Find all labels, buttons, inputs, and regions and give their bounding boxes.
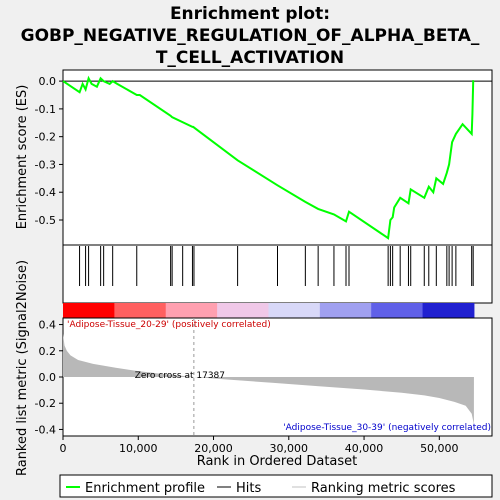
legend-label: Hits — [236, 481, 261, 496]
legend-label: Enrichment profile — [85, 481, 205, 496]
es-y-tick-label: -0.3 — [35, 158, 56, 171]
es-y-label: Enrichment score (ES) — [15, 85, 30, 230]
heatmap-segment — [422, 303, 475, 318]
es-y-tick-label: -0.4 — [35, 186, 56, 199]
es-y-tick-label: -0.1 — [35, 103, 56, 116]
hit-marks — [79, 246, 474, 286]
metric-y-tick-label: 0.2 — [39, 345, 57, 358]
x-tick-label: 30,000 — [270, 442, 309, 455]
metric-y-tick-label: 0.0 — [39, 371, 57, 384]
positive-correlation-label: 'Adipose-Tissue_20-29' (positively corre… — [67, 320, 271, 330]
es-y-axis: 0.0 -0.1 -0.2 -0.3 -0.4 -0.5 — [35, 75, 63, 227]
es-y-tick-label: -0.2 — [35, 131, 56, 144]
metric-y-axis: 0.4 0.2 0.0 -0.2 -0.4 — [35, 319, 63, 436]
legend-box — [59, 474, 493, 498]
heatmap-segment — [114, 303, 167, 318]
metric-y-tick-label: -0.4 — [35, 423, 56, 436]
chart-title-line-1: Enrichment plot: — [170, 4, 330, 24]
heatmap-segment — [165, 303, 218, 318]
heatmap-segment — [268, 303, 321, 318]
es-y-tick-label: -0.5 — [35, 214, 56, 227]
chart-title-line-3: T_CELL_ACTIVATION — [156, 48, 344, 68]
x-axis: 0 10,000 20,000 30,000 40,000 50,000 — [60, 436, 459, 455]
enrichment-profile-line — [62, 75, 475, 240]
metric-y-tick-label: -0.2 — [35, 397, 56, 410]
legend-label: Ranking metric scores — [311, 481, 456, 496]
heatmap-segment — [217, 303, 269, 318]
x-tick-label: 10,000 — [119, 442, 158, 455]
metric-y-label: Ranked list metric (Signal2Noise) — [15, 260, 30, 476]
es-y-tick-label: 0.0 — [39, 75, 57, 88]
x-tick-label: 40,000 — [345, 442, 384, 455]
negative-correlation-label: 'Adipose-Tissue_30-39' (negatively corre… — [283, 423, 491, 433]
x-tick-label: 0 — [60, 442, 67, 455]
x-axis-label: Rank in Ordered Dataset — [197, 454, 358, 469]
chart-title-line-2: GOBP_NEGATIVE_REGULATION_OF_ALPHA_BETA_ — [21, 26, 480, 46]
heatmap-segment — [63, 303, 115, 318]
ranking-heatmap-bar — [63, 303, 475, 318]
x-tick-label: 20,000 — [194, 442, 233, 455]
x-tick-label: 50,000 — [420, 442, 459, 455]
metric-y-tick-label: 0.4 — [39, 319, 57, 332]
heatmap-segment — [319, 303, 372, 318]
legend: Enrichment profile Hits Ranking metric sco… — [66, 481, 456, 496]
es-panel-frame — [62, 69, 493, 246]
zero-cross-label: Zero cross at 17387 — [135, 371, 225, 381]
heatmap-segment — [371, 303, 424, 318]
ranking-metric-area — [63, 333, 474, 425]
